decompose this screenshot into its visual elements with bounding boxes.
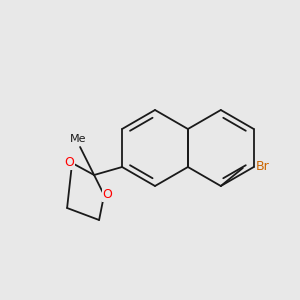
Text: Me: Me: [70, 134, 86, 144]
Text: O: O: [102, 188, 112, 202]
Text: O: O: [64, 157, 74, 169]
Text: Br: Br: [256, 160, 270, 173]
